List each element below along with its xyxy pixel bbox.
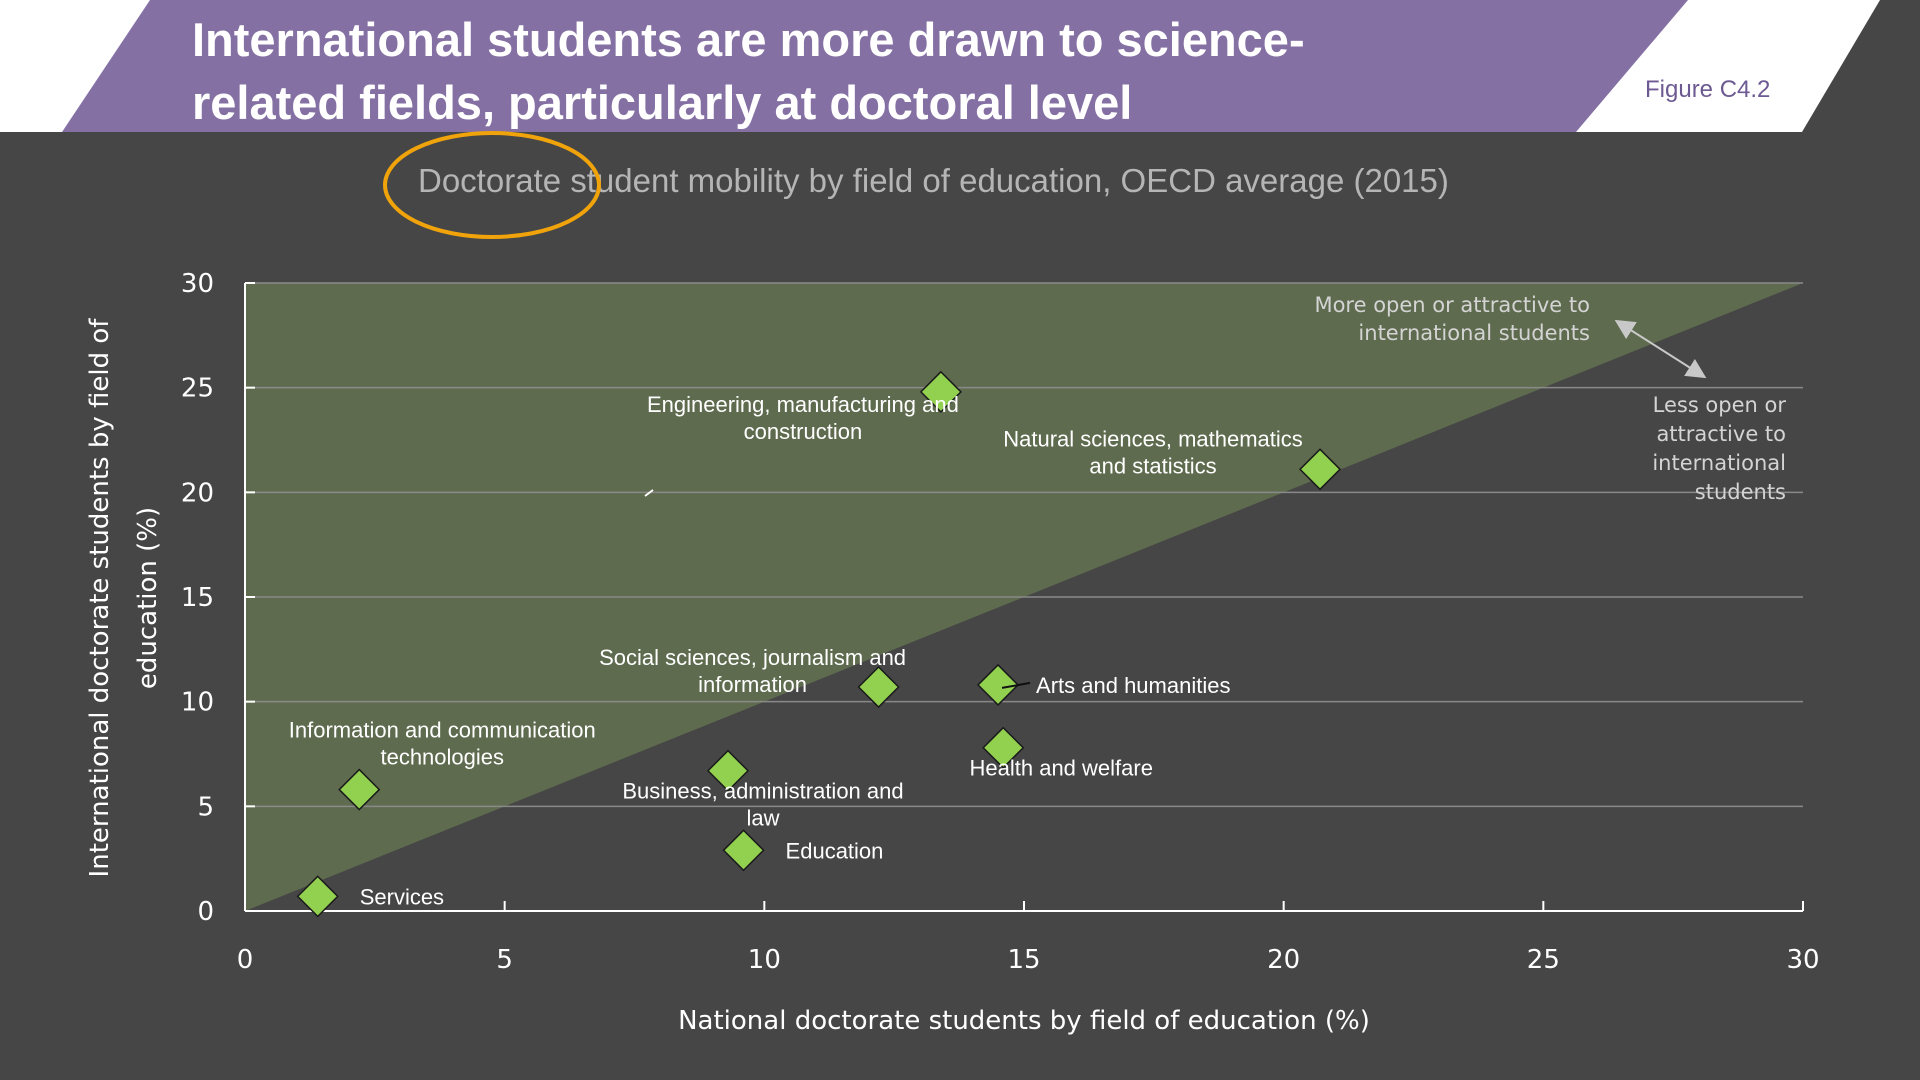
y-tick-label: 30 — [181, 269, 214, 299]
page-title-line2: related fields, particularly at doctoral… — [192, 76, 1133, 129]
y-axis-title-line1: International doctorate students by fiel… — [85, 318, 115, 878]
y-tick-labels: 0 5 10 15 20 25 30 — [181, 269, 214, 927]
y-tick-label: 5 — [197, 792, 214, 822]
point-label: Education — [786, 838, 884, 863]
region-annotations: More open or attractive to international … — [1314, 293, 1786, 504]
double-arrow — [1614, 319, 1707, 379]
data-point-marker — [976, 663, 1020, 706]
point-label: Social sciences, journalism and informati… — [599, 645, 906, 697]
grid-lines — [245, 282, 1803, 808]
label-leader-line — [1001, 681, 1031, 689]
x-tick-labels: 0 5 10 15 20 25 30 — [237, 945, 1820, 975]
x-tick-label: 10 — [748, 945, 781, 975]
point-label: Information and communication technologie… — [289, 718, 596, 770]
annotation-less-open: Less open or attractive to international st… — [1652, 393, 1786, 504]
y-axis-title-line2: education (%) — [133, 507, 163, 689]
x-tick-label: 5 — [496, 945, 513, 975]
y-tick-label: 20 — [181, 478, 214, 508]
x-tick-label: 30 — [1786, 945, 1819, 975]
title-highlight-circle — [383, 131, 601, 239]
chart-title: Doctorate student mobility by field of e… — [418, 162, 1449, 199]
x-tick-label: 25 — [1527, 945, 1560, 975]
point-label: Arts and humanities — [1036, 673, 1230, 698]
y-tick-label: 15 — [181, 583, 214, 613]
point-label: Natural sciences, mathematics and statist… — [1003, 426, 1303, 478]
x-tick-label: 0 — [237, 945, 254, 975]
header-title-band — [62, 0, 1688, 132]
x-tick-label: 20 — [1267, 945, 1300, 975]
x-tick-label: 15 — [1007, 945, 1040, 975]
point-label: Engineering, manufacturing and constructi… — [647, 392, 959, 444]
data-point-marker — [919, 370, 962, 413]
data-point-marker — [857, 665, 900, 709]
data-point-marker — [982, 726, 1025, 769]
header-shapes — [62, 0, 1920, 132]
point-label: Health and welfare — [970, 756, 1153, 781]
page-title: International students are more drawn to… — [192, 8, 1532, 134]
figure-label: Figure C4.2 — [1645, 76, 1771, 103]
annotation-more-open: More open or attractive to international … — [1314, 293, 1590, 345]
data-point-marker — [722, 829, 765, 872]
point-label: Services — [360, 884, 444, 909]
data-point-marker — [296, 875, 339, 918]
x-axis-title: National doctorate students by field of … — [678, 1006, 1370, 1036]
stray-mark — [644, 489, 654, 497]
data-point-marker — [1298, 448, 1342, 491]
y-tick-label: 0 — [197, 897, 214, 927]
axes — [244, 282, 1804, 912]
data-point-marker — [706, 749, 750, 792]
point-labels: Engineering, manufacturing and constructi… — [289, 392, 1303, 909]
data-points — [296, 370, 1342, 918]
y-tick-label: 10 — [181, 688, 214, 718]
page-title-line1: International students are more drawn to… — [192, 13, 1305, 66]
data-point-marker — [338, 768, 381, 811]
point-label: Business, administration and law — [622, 779, 903, 831]
y-tick-label: 25 — [181, 374, 214, 404]
header-dark-corner — [1802, 0, 1920, 132]
